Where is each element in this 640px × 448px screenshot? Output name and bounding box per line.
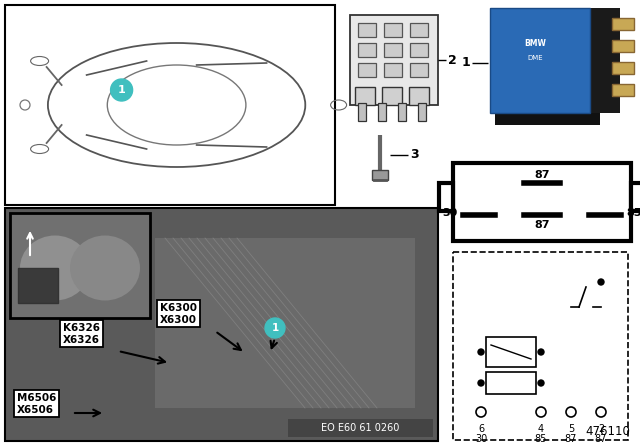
Bar: [5, 5, 335, 205]
Text: 476110: 476110: [585, 425, 630, 438]
Bar: [410, 43, 428, 57]
Text: 2: 2: [598, 424, 604, 434]
Ellipse shape: [70, 236, 140, 301]
Bar: [631, 183, 640, 211]
Text: 85: 85: [626, 208, 640, 218]
Text: 5: 5: [568, 424, 574, 434]
Bar: [355, 87, 375, 105]
Bar: [410, 63, 428, 77]
Bar: [409, 87, 429, 105]
Bar: [453, 163, 631, 241]
Text: DME: DME: [527, 55, 543, 61]
Bar: [486, 337, 536, 367]
Bar: [490, 8, 590, 113]
Circle shape: [476, 407, 486, 417]
Bar: [453, 252, 628, 440]
Text: 87: 87: [534, 220, 550, 230]
Circle shape: [536, 407, 546, 417]
Bar: [398, 103, 406, 121]
Bar: [358, 103, 366, 121]
Circle shape: [538, 349, 544, 355]
Text: K6300
X6300: K6300 X6300: [160, 303, 197, 325]
Text: 87: 87: [534, 170, 550, 180]
Bar: [418, 103, 426, 121]
Text: 1: 1: [461, 56, 470, 69]
Text: 87: 87: [565, 434, 577, 444]
Bar: [288, 419, 433, 437]
Circle shape: [598, 279, 604, 285]
Bar: [612, 84, 634, 96]
Circle shape: [566, 407, 576, 417]
Circle shape: [538, 380, 544, 386]
Text: 3: 3: [410, 148, 419, 161]
Bar: [18, 268, 58, 303]
Bar: [490, 8, 590, 113]
Bar: [612, 62, 634, 74]
Text: EO E60 61 0260: EO E60 61 0260: [321, 423, 399, 433]
Bar: [372, 170, 388, 180]
Circle shape: [265, 318, 285, 338]
Bar: [382, 87, 402, 105]
Circle shape: [596, 407, 606, 417]
Bar: [590, 8, 620, 113]
Text: M6506
X6506: M6506 X6506: [17, 393, 56, 414]
Bar: [10, 213, 150, 318]
Text: 85: 85: [535, 434, 547, 444]
Ellipse shape: [20, 236, 90, 301]
Text: 6: 6: [478, 424, 484, 434]
Text: 30: 30: [443, 208, 458, 218]
Text: K6326
X6326: K6326 X6326: [63, 323, 100, 345]
Text: 30: 30: [475, 434, 487, 444]
Bar: [384, 43, 402, 57]
Bar: [612, 18, 634, 30]
Circle shape: [478, 380, 484, 386]
Circle shape: [111, 79, 132, 101]
Bar: [486, 372, 536, 394]
Text: BMW: BMW: [524, 39, 546, 47]
Bar: [358, 43, 376, 57]
Bar: [155, 238, 415, 408]
Circle shape: [478, 349, 484, 355]
Bar: [358, 63, 376, 77]
Text: 1: 1: [118, 85, 125, 95]
Text: 2: 2: [448, 53, 457, 66]
Bar: [495, 113, 600, 125]
Bar: [612, 40, 634, 52]
Bar: [384, 23, 402, 37]
Bar: [384, 63, 402, 77]
Bar: [350, 15, 438, 105]
Bar: [358, 23, 376, 37]
Bar: [439, 183, 453, 211]
Text: 1: 1: [271, 323, 278, 333]
Text: 4: 4: [538, 424, 544, 434]
Text: 87: 87: [595, 434, 607, 444]
Bar: [5, 208, 438, 441]
Bar: [378, 103, 386, 121]
Bar: [410, 23, 428, 37]
